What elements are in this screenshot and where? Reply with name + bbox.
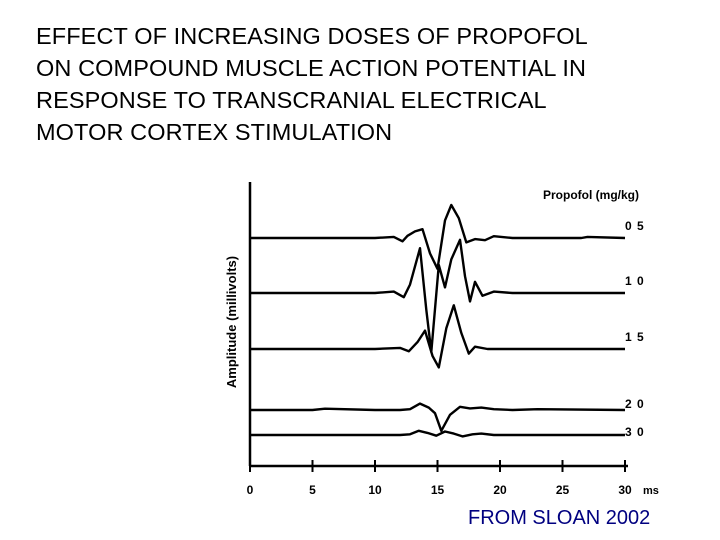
trace-line — [250, 238, 625, 353]
dose-label: 0 5 — [625, 219, 645, 233]
trace-line — [250, 203, 626, 270]
trace-line — [250, 304, 625, 369]
title-line: RESPONSE TO TRANSCRANIAL ELECTRICAL — [36, 87, 547, 113]
x-tick-label: 25 — [556, 483, 570, 497]
trace-line — [250, 402, 626, 432]
x-ticks: 0 5 10 15 20 25 30 — [247, 460, 632, 497]
x-tick-label: 0 — [247, 483, 254, 497]
source-credit: FROM SLOAN 2002 — [468, 507, 651, 529]
title-line: EFFECT OF INCREASING DOSES OF PROPOFOL — [36, 23, 588, 49]
dose-label: 1 0 — [625, 274, 645, 288]
y-axis-label: Amplitude (millivolts) — [224, 256, 239, 388]
dose-label: 3 0 — [625, 425, 645, 439]
dose-labels: 0 5 1 0 1 5 2 0 3 0 — [625, 219, 645, 439]
title-line: ON COMPOUND MUSCLE ACTION POTENTIAL IN — [36, 55, 587, 81]
x-tick-label: 30 — [618, 483, 632, 497]
title-line: MOTOR CORTEX STIMULATION — [36, 119, 393, 145]
slide-title: EFFECT OF INCREASING DOSES OF PROPOFOL ON… — [36, 20, 706, 148]
trace-line — [250, 429, 625, 438]
dose-label: 2 0 — [625, 397, 645, 411]
dose-label: 1 5 — [625, 330, 645, 344]
x-tick-label: 5 — [309, 483, 316, 497]
x-tick-label: 10 — [368, 483, 382, 497]
x-axis-unit: ms — [643, 485, 659, 497]
legend-title: Propofol (mg/kg) — [543, 188, 639, 202]
x-tick-label: 20 — [493, 483, 507, 497]
traces — [250, 203, 626, 438]
x-tick-label: 15 — [431, 483, 445, 497]
